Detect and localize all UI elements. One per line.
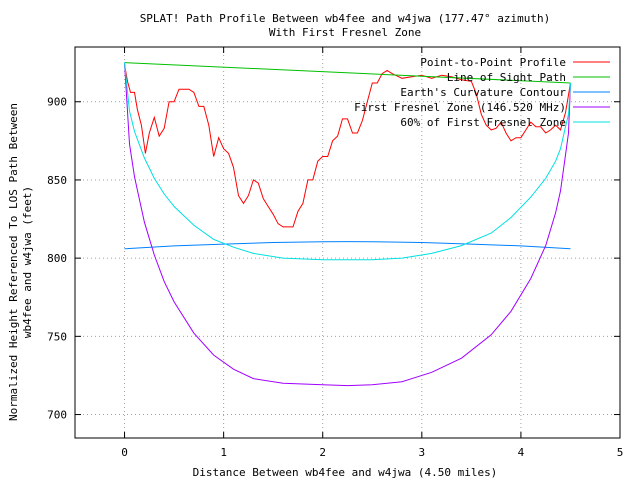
x-tick-label: 5 [617,446,624,459]
y-tick-label: 800 [47,252,67,265]
series-line-3 [124,241,571,250]
y-axis-label-line2: wb4fee and w4jwa (feet) [21,186,34,338]
legend-label: Earth's Curvature Contour [400,86,566,99]
x-tick-label: 3 [419,446,426,459]
y-axis-label-line1: Normalized Height Referenced To LOS Path… [7,103,20,421]
x-tick-label: 4 [518,446,525,459]
y-tick-label: 750 [47,330,67,343]
x-tick-label: 1 [220,446,227,459]
series-line-4 [124,62,571,387]
grid-lines [75,47,621,438]
chart-subtitle: With First Fresnel Zone [269,26,421,39]
x-tick-label: 2 [319,446,326,459]
legend-label: 60% of First Fresnel Zone [400,116,566,129]
legend: Point-to-Point Profile Line of Sight Path… [354,56,610,129]
legend-label: First Fresnel Zone (146.520 MHz) [354,101,566,114]
plot-frame [74,46,621,439]
axis-ticks: 0 1 2 3 4 5 700 750 800 850 900 [47,47,623,459]
series-lines [124,62,571,387]
chart-title: SPLAT! Path Profile Between wb4fee and w… [140,12,551,25]
y-tick-label: 850 [47,174,67,187]
legend-label: Point-to-Point Profile [420,56,566,69]
x-axis-label: Distance Between wb4fee and w4jwa (4.50 … [193,466,498,479]
series-line-5 [124,62,571,261]
legend-label: Line of Sight Path [447,71,566,84]
series-line-1 [124,64,571,228]
series-line-2 [124,62,571,84]
y-tick-label: 900 [47,96,67,109]
y-tick-label: 700 [47,409,67,422]
x-tick-label: 0 [121,446,128,459]
